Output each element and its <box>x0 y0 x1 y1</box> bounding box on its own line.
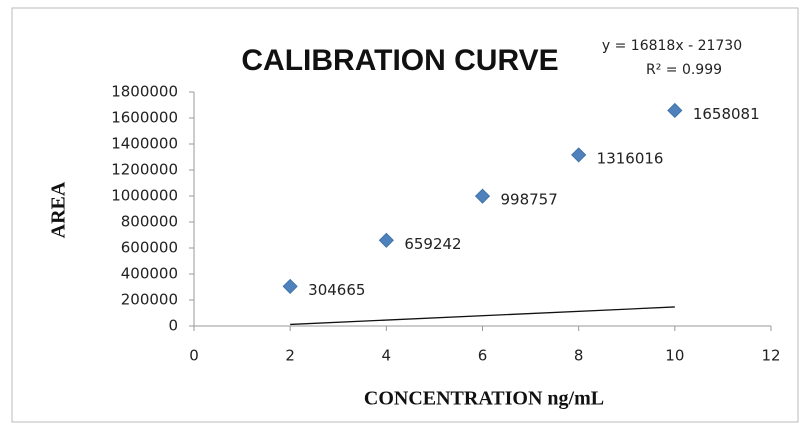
data-point <box>474 188 491 204</box>
data-label: 998757 <box>501 191 558 209</box>
y-tick-label: 600000 <box>121 239 178 257</box>
data-point <box>378 232 394 248</box>
y-tick-label: 0 <box>168 317 178 335</box>
trendline-equation: y = 16818x - 21730 <box>602 38 742 54</box>
chart-title: CALIBRATION CURVE <box>241 44 558 77</box>
y-tick-label: 400000 <box>121 265 178 283</box>
y-tick-label: 200000 <box>121 291 178 309</box>
data-point <box>667 102 683 119</box>
y-tick-label: 1400000 <box>111 135 178 153</box>
x-tick-label: 8 <box>574 347 584 365</box>
x-tick-label: 12 <box>761 347 780 365</box>
data-label: 659242 <box>404 235 461 253</box>
x-tick-label: 2 <box>285 347 295 365</box>
x-tick-label: 6 <box>478 347 488 365</box>
x-tick-label: 4 <box>382 347 392 365</box>
y-tick-label: 1800000 <box>111 83 178 101</box>
y-axis-label: AREA <box>48 181 70 238</box>
data-label: 1316016 <box>597 149 664 167</box>
y-tick-label: 1200000 <box>111 161 178 179</box>
trendline <box>290 306 675 326</box>
x-tick-label: 10 <box>665 347 684 365</box>
data-label: 304665 <box>308 281 365 299</box>
y-tick-label: 800000 <box>121 213 178 231</box>
data-point <box>282 278 298 294</box>
x-axis-label: CONCENTRATION ng/mL <box>364 388 604 410</box>
data-point <box>571 147 587 163</box>
chart-border <box>11 7 799 423</box>
data-label: 1658081 <box>693 105 760 123</box>
y-tick-label: 1000000 <box>111 187 178 205</box>
x-tick-label: 0 <box>189 347 199 365</box>
y-tick-label: 1600000 <box>111 109 178 127</box>
r-squared: R² = 0.999 <box>646 62 722 78</box>
